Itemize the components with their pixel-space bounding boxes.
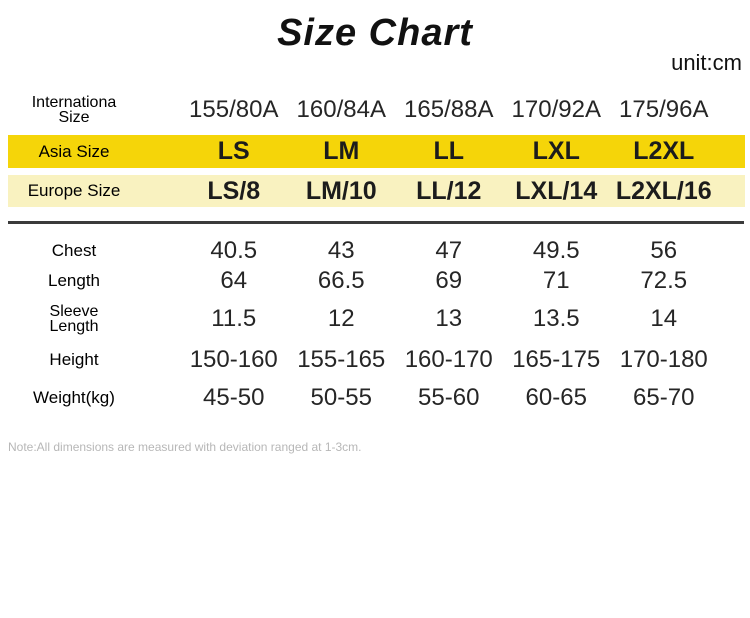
cell-sleeve-length-3: 13 — [435, 305, 463, 332]
cell-weight-4: 60-65 — [525, 384, 587, 411]
table-row-length: Length 64 66.5 69 71 72.5 — [8, 266, 745, 296]
cell-length-4: 71 — [542, 267, 570, 294]
cell-europe-size-1: LS/8 — [207, 176, 261, 205]
thick-divider-line — [8, 221, 744, 224]
cell-chest-1: 40.5 — [210, 237, 258, 264]
cell-length-2: 66.5 — [317, 267, 365, 294]
cell-chest-5: 56 — [650, 237, 678, 264]
cell-asia-size-5: L2XL — [633, 137, 695, 165]
table-row-chest: Chest 40.5 43 47 49.5 56 — [8, 236, 745, 266]
cell-europe-size-4: LXL/14 — [515, 176, 598, 205]
cell-international-size-5: 175/96A — [619, 96, 709, 123]
page-title: Size Chart — [277, 12, 473, 54]
cell-height-2: 155-165 — [297, 346, 386, 373]
cell-height-1: 150-160 — [189, 346, 278, 373]
cell-length-3: 69 — [435, 267, 463, 294]
cell-asia-size-4: LXL — [532, 137, 580, 165]
row-label-weight: Weight(kg) — [33, 388, 115, 407]
row-label-asia-size: Asia Size — [38, 141, 110, 161]
cell-length-5: 72.5 — [640, 267, 688, 294]
row-label-sleeve-length: Sleeve Length — [8, 303, 140, 335]
row-label-line2: Length — [49, 318, 99, 335]
cell-europe-size-5: L2XL/16 — [615, 176, 712, 205]
cell-weight-3: 55-60 — [418, 384, 480, 411]
cell-asia-size-3: LL — [433, 137, 465, 165]
table-row-europe-size: Europe Size LS/8 LM/10 LL/12 LXL/14 L2XL… — [8, 175, 745, 207]
cell-sleeve-length-2: 12 — [327, 305, 355, 332]
cell-chest-3: 47 — [435, 237, 463, 264]
table-row-asia-size: Asia Size LS LM LL LXL L2XL — [8, 135, 745, 168]
cell-height-3: 160-170 — [404, 346, 493, 373]
row-label-line2: Size — [58, 109, 90, 126]
row-label-international-size: Internationa Size — [8, 94, 140, 126]
row-label-line1: Internationa — [31, 94, 117, 111]
cell-sleeve-length-5: 14 — [650, 305, 678, 332]
cell-sleeve-length-1: 11.5 — [211, 305, 257, 332]
cell-asia-size-1: LS — [217, 137, 250, 165]
unit-label: unit:cm — [671, 50, 742, 75]
cell-international-size-3: 165/88A — [404, 96, 494, 123]
cell-chest-2: 43 — [327, 237, 355, 264]
cell-weight-2: 50-55 — [310, 384, 372, 411]
row-label-chest: Chest — [51, 241, 97, 260]
cell-height-4: 165-175 — [512, 346, 601, 373]
cell-asia-size-2: LM — [323, 137, 360, 165]
row-label-line1: Sleeve — [49, 303, 99, 320]
cell-europe-size-3: LL/12 — [416, 176, 482, 205]
row-label-europe-size: Europe Size — [27, 181, 121, 200]
cell-europe-size-2: LM/10 — [305, 176, 377, 205]
cell-international-size-4: 170/92A — [511, 96, 601, 123]
cell-weight-5: 65-70 — [633, 384, 695, 411]
cell-height-5: 170-180 — [619, 346, 708, 373]
cell-sleeve-length-4: 13.5 — [532, 305, 580, 332]
note-text: Note:All dimensions are measured with de… — [8, 440, 362, 454]
row-label-height: Height — [49, 350, 99, 369]
table-row-international-size: Internationa Size 155/80A 160/84A 165/88… — [8, 85, 745, 135]
cell-chest-4: 49.5 — [532, 237, 580, 264]
cell-length-1: 64 — [220, 267, 248, 294]
row-label-length: Length — [48, 271, 100, 290]
table-row-height: Height 150-160 155-165 160-170 165-175 1… — [8, 342, 745, 378]
cell-international-size-2: 160/84A — [296, 96, 386, 123]
table-row-sleeve-length: Sleeve Length 11.5 12 13 13.5 14 — [8, 296, 745, 342]
size-table: Internationa Size 155/80A 160/84A 165/88… — [0, 85, 750, 418]
table-row-weight: Weight(kg) 45-50 50-55 55-60 60-65 65-70 — [8, 378, 745, 418]
cell-weight-1: 45-50 — [203, 384, 265, 411]
cell-international-size-1: 155/80A — [189, 96, 279, 123]
